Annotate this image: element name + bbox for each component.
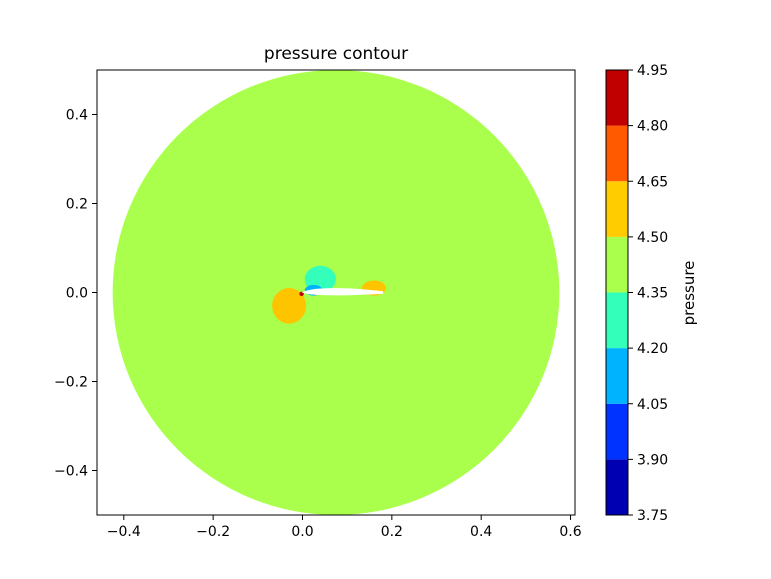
y-tick-label: 0.2 <box>66 197 88 213</box>
x-tick-label: 0.4 <box>470 524 492 540</box>
colorbar-band <box>606 459 628 515</box>
colorbar-tick-label: 4.65 <box>637 174 668 190</box>
colorbar-tick-label: 4.05 <box>637 397 668 413</box>
y-tick-label: −0.4 <box>54 464 88 480</box>
colorbar-tick-label: 4.20 <box>637 341 668 357</box>
colorbar: 3.75 3.90 4.05 4.20 4.35 4.50 4.65 4.80 4.95 <box>605 63 668 524</box>
y-tick-label: 0.0 <box>66 286 88 302</box>
contour-field <box>112 70 560 515</box>
x-tick-label: 0.2 <box>381 524 403 540</box>
colorbar-band <box>606 236 628 293</box>
colorbar-band <box>606 403 628 460</box>
x-tick-label: 0.6 <box>559 524 581 540</box>
x-tick-label: −0.2 <box>196 524 230 540</box>
airfoil <box>301 288 384 296</box>
colorbar-label: pressure <box>680 261 698 326</box>
chart-title: pressure contour <box>264 44 408 64</box>
colorbar-tick-label: 4.95 <box>637 63 668 79</box>
y-tick-label: 0.4 <box>66 108 88 124</box>
y-tick-label: −0.2 <box>54 375 88 391</box>
colorbar-band <box>606 181 628 237</box>
x-tick-label: −0.4 <box>107 524 141 540</box>
y-axis: −0.4 −0.2 0.0 0.2 0.4 <box>54 108 97 480</box>
colorbar-tick-label: 3.75 <box>637 508 668 524</box>
colorbar-band <box>606 125 628 182</box>
contour-region <box>272 288 307 324</box>
colorbar-tick-label: 4.35 <box>637 286 668 302</box>
colorbar-tick-label: 4.50 <box>637 230 668 246</box>
colorbar-tick-label: 3.90 <box>637 452 668 468</box>
colorbar-tick-label: 4.80 <box>637 119 668 135</box>
colorbar-band <box>606 70 628 126</box>
colorbar-band <box>606 348 628 404</box>
x-axis: −0.4 −0.2 0.0 0.2 0.4 0.6 <box>107 515 582 540</box>
x-tick-label: 0.0 <box>291 524 313 540</box>
colorbar-band <box>606 292 628 349</box>
